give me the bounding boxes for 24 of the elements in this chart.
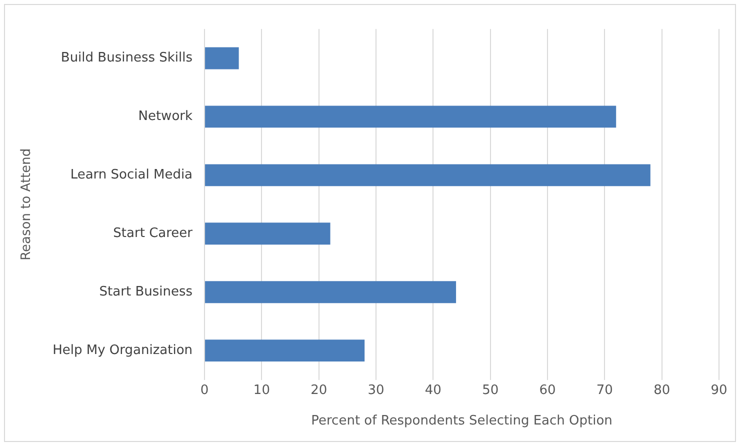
x-tick-label: 80 — [654, 382, 670, 398]
y-axis-title: Reason to Attend — [19, 148, 34, 260]
y-tick-label: Start Career — [113, 226, 194, 242]
x-tick-label: 90 — [710, 382, 728, 398]
y-tick-label: Help My Organization — [52, 342, 193, 358]
bar — [205, 281, 456, 304]
x-tick-label: 20 — [310, 382, 328, 398]
y-tick-label: Learn Social Media — [70, 168, 193, 183]
y-tick-label: Network — [138, 109, 193, 124]
bar — [205, 222, 330, 245]
x-tick-label: 40 — [424, 382, 442, 398]
x-tick-label: 0 — [200, 382, 209, 398]
bar — [205, 164, 650, 186]
y-tick-label: Build Business Skills — [60, 50, 193, 66]
y-tick-label: Start Business — [99, 284, 193, 300]
x-tick-label: 50 — [482, 382, 499, 398]
bar — [205, 47, 239, 70]
x-tick-label: 30 — [368, 382, 384, 398]
x-axis-title: Percent of Respondents Selecting Each Option — [311, 414, 612, 429]
bar — [205, 340, 365, 362]
x-tick-label: 70 — [596, 382, 613, 398]
x-tick-label: 10 — [253, 382, 270, 398]
x-tick-label: 60 — [539, 382, 556, 398]
bar — [205, 106, 616, 128]
